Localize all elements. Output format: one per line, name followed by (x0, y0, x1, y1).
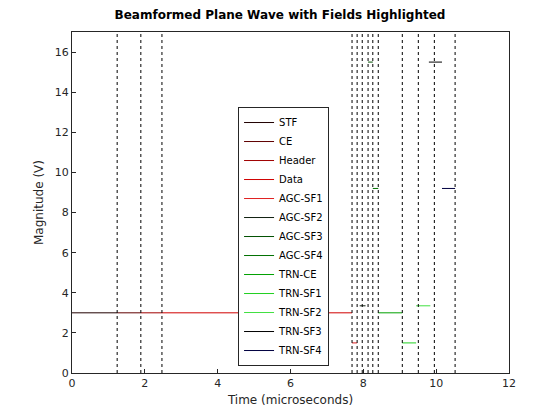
svg-text:TRN-SF1: TRN-SF1 (278, 288, 322, 299)
svg-text:2: 2 (62, 327, 69, 340)
svg-text:12: 12 (55, 126, 69, 139)
svg-text:TRN-SF4: TRN-SF4 (278, 345, 322, 356)
svg-text:6: 6 (62, 247, 69, 260)
svg-text:TRN-SF3: TRN-SF3 (278, 326, 322, 337)
svg-text:Header: Header (279, 155, 316, 166)
svg-text:8: 8 (360, 377, 367, 390)
svg-text:6: 6 (287, 377, 294, 390)
svg-text:TRN-SF2: TRN-SF2 (278, 307, 322, 318)
svg-text:4: 4 (214, 377, 221, 390)
svg-text:AGC-SF1: AGC-SF1 (279, 193, 322, 204)
svg-text:10: 10 (55, 166, 69, 179)
svg-text:Time (microseconds): Time (microseconds) (227, 393, 353, 407)
svg-text:4: 4 (62, 287, 69, 300)
svg-text:CE: CE (279, 136, 292, 147)
svg-text:AGC-SF3: AGC-SF3 (279, 231, 322, 242)
svg-text:16: 16 (55, 46, 69, 59)
svg-text:0: 0 (69, 377, 76, 390)
svg-text:Beamformed Plane Wave with Fie: Beamformed Plane Wave with Fields Highli… (115, 8, 446, 22)
svg-text:10: 10 (429, 377, 443, 390)
svg-text:AGC-SF2: AGC-SF2 (279, 212, 322, 223)
svg-text:Magnitude (V): Magnitude (V) (32, 160, 46, 245)
svg-text:12: 12 (502, 377, 516, 390)
svg-text:AGC-SF4: AGC-SF4 (279, 250, 322, 261)
svg-text:TRN-CE: TRN-CE (278, 269, 316, 280)
svg-text:14: 14 (55, 86, 69, 99)
svg-text:2: 2 (141, 377, 148, 390)
svg-text:STF: STF (279, 117, 297, 128)
svg-text:Data: Data (279, 174, 303, 185)
svg-text:0: 0 (62, 367, 69, 380)
svg-text:8: 8 (62, 206, 69, 219)
